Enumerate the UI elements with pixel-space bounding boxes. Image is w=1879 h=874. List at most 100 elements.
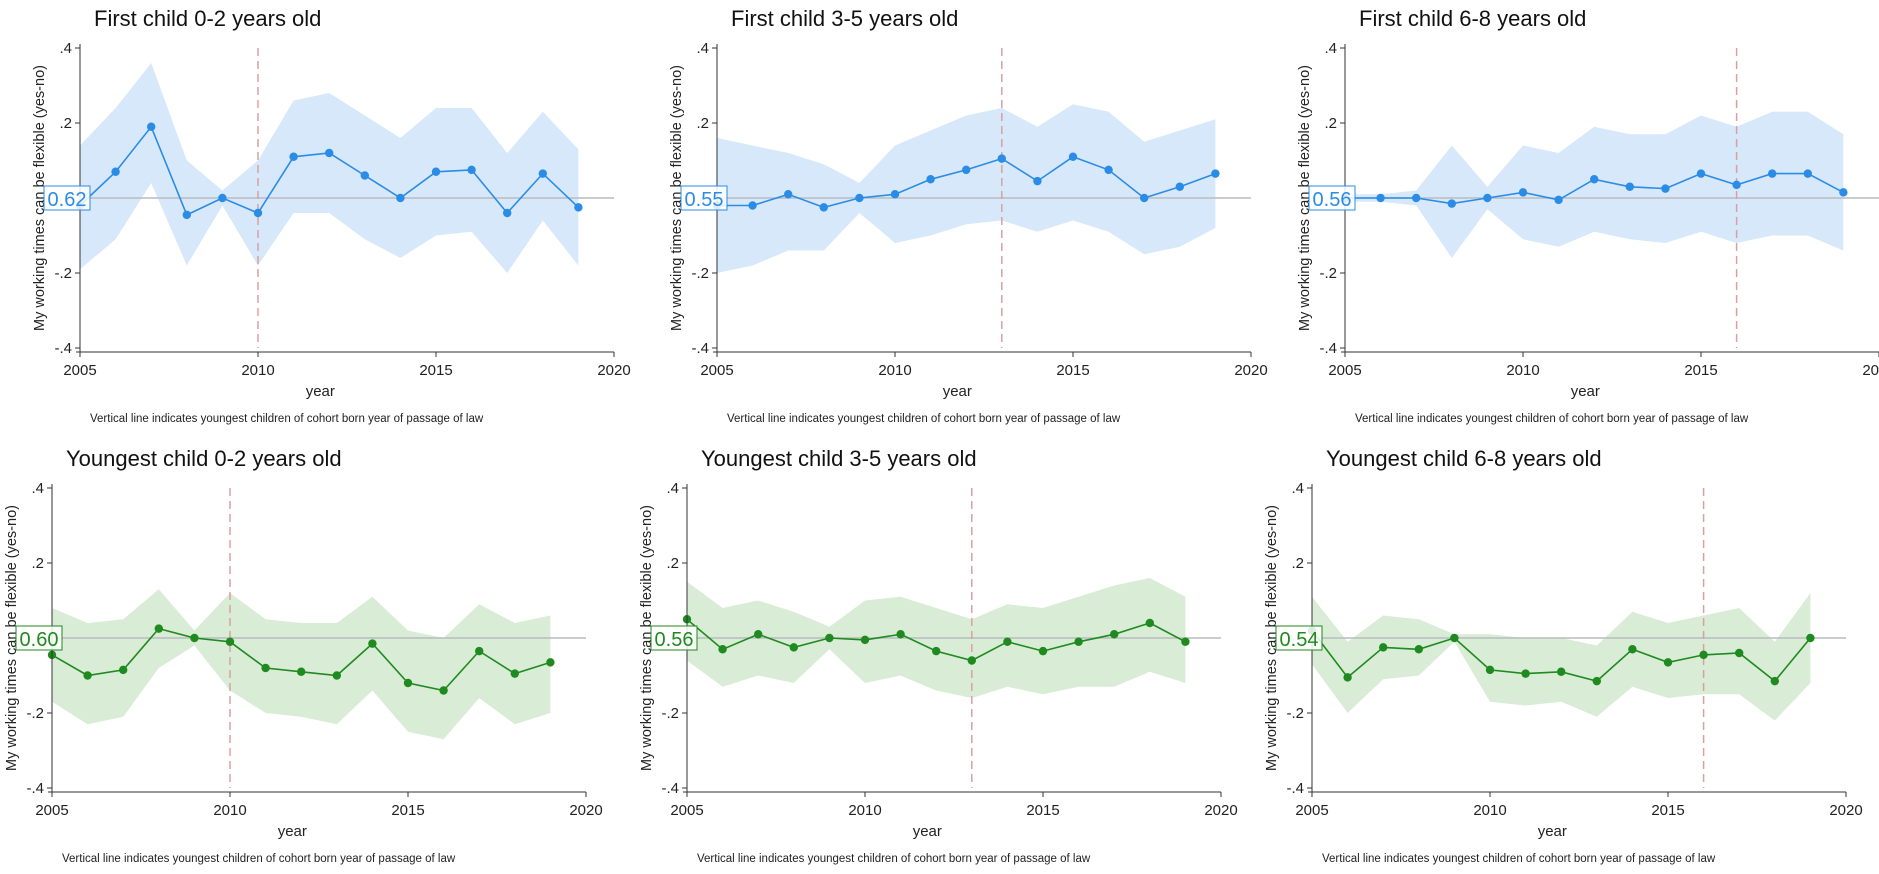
data-point xyxy=(1038,646,1048,656)
data-point xyxy=(119,665,128,675)
data-point xyxy=(789,643,798,652)
data-point xyxy=(860,635,870,645)
y-tick-label: -.4 xyxy=(1286,780,1304,797)
data-point xyxy=(1554,195,1563,205)
data-point xyxy=(396,193,405,203)
confidence-band xyxy=(1312,593,1811,721)
y-tick-label: -.2 xyxy=(1319,265,1337,282)
data-point xyxy=(819,203,828,212)
data-point xyxy=(325,148,334,158)
chart-panel-5: Youngest child 3-5 years old -.4 -.2 .2 .4 20… xyxy=(639,446,1238,865)
data-point xyxy=(467,165,476,175)
x-axis-title: year xyxy=(1571,383,1600,400)
data-point xyxy=(503,208,512,218)
data-point xyxy=(1414,645,1424,654)
baseline-label-box xyxy=(15,625,63,651)
data-point xyxy=(1110,630,1119,639)
x-tick-label: 2010 xyxy=(878,362,911,379)
x-axis-title: year xyxy=(943,383,972,400)
confidence-band xyxy=(52,589,551,740)
y-tick-label: -.4 xyxy=(54,340,72,357)
data-point xyxy=(1806,633,1815,643)
y-tick-label: -.2 xyxy=(691,265,709,282)
baseline-label-box xyxy=(1275,625,1323,651)
chart-panel-6: Youngest child 6-8 years old -.4 -.2 .2 .4 20… xyxy=(1264,446,1863,865)
x-tick-label: 2015 xyxy=(419,362,452,379)
x-tick-label: 2010 xyxy=(1473,802,1506,819)
chart-title: Youngest child 3-5 years old xyxy=(701,446,977,471)
baseline-label: 0.54 xyxy=(1280,629,1319,651)
x-tick-label: 2005 xyxy=(35,802,68,819)
x-tick-label: 2020 xyxy=(1204,802,1237,819)
data-point xyxy=(890,190,900,199)
y-tick-label: -.4 xyxy=(691,340,709,357)
y-tick-label: .2 xyxy=(1324,115,1337,132)
y-tick-label: .4 xyxy=(1324,40,1337,57)
x-tick-label: 2005 xyxy=(63,362,96,379)
x-tick-label: 2010 xyxy=(213,802,246,819)
data-point xyxy=(1521,669,1530,678)
y-tick-label: .2 xyxy=(1291,555,1304,572)
chart-panel-3: First child 6-8 years old -.4 -.2 .2 .4 2005 2… xyxy=(1297,6,1879,425)
data-point xyxy=(926,175,935,184)
data-point xyxy=(748,201,757,210)
x-tick-label: 2015 xyxy=(1026,802,1059,819)
data-point xyxy=(154,624,163,633)
baseline-label-box xyxy=(43,185,91,211)
x-tick-label: 2015 xyxy=(1684,362,1717,379)
baseline-label: 0.62 xyxy=(48,189,87,211)
y-tick-label: .2 xyxy=(696,115,709,132)
chart-panel-1: First child 0-2 years old -.4 -.2 .2 .4 2005 2… xyxy=(32,6,631,425)
data-point xyxy=(431,167,441,176)
data-point xyxy=(1211,169,1220,178)
data-point xyxy=(1343,673,1352,682)
data-point xyxy=(1074,637,1083,646)
chart-note: Vertical line indicates youngest childre… xyxy=(1322,853,1716,865)
chart-title: Youngest child 6-8 years old xyxy=(1326,446,1602,471)
data-point xyxy=(1592,676,1602,686)
data-point xyxy=(967,656,976,665)
x-tick-label: 2010 xyxy=(241,362,274,379)
data-point xyxy=(1145,618,1155,628)
baseline-label-box xyxy=(680,185,728,211)
data-point xyxy=(855,193,864,203)
y-tick-label: -.4 xyxy=(26,780,44,797)
data-point xyxy=(574,203,583,212)
data-point xyxy=(1518,188,1528,197)
x-axis-title: year xyxy=(306,383,335,400)
x-tick-label: 2005 xyxy=(700,362,733,379)
chart-title: First child 0-2 years old xyxy=(94,6,321,31)
data-point xyxy=(896,630,905,639)
y-tick-label: .4 xyxy=(666,480,679,497)
data-point xyxy=(1803,169,1813,178)
data-point xyxy=(1033,176,1042,186)
data-point xyxy=(297,667,306,676)
data-point xyxy=(1181,637,1190,646)
data-point xyxy=(1450,633,1459,643)
x-axis-title: year xyxy=(913,823,942,840)
x-tick-label: 2015 xyxy=(391,802,424,819)
x-tick-label: 2010 xyxy=(1506,362,1539,379)
chart-note: Vertical line indicates youngest childre… xyxy=(697,853,1091,865)
data-point xyxy=(1447,199,1457,208)
data-point xyxy=(1104,165,1113,175)
y-axis-title: My working times can be flexible (yes-no… xyxy=(4,505,20,771)
data-point xyxy=(1661,184,1670,193)
data-point xyxy=(1628,645,1637,654)
data-point xyxy=(111,167,120,176)
chart-title: First child 3-5 years old xyxy=(731,6,958,31)
y-tick-label: -.4 xyxy=(1319,340,1337,357)
data-point xyxy=(289,152,298,161)
baseline-label: 0.56 xyxy=(655,629,694,651)
data-point xyxy=(1485,665,1495,675)
data-point xyxy=(253,208,263,218)
y-tick-label: -.2 xyxy=(26,705,44,722)
data-point xyxy=(360,171,369,180)
x-tick-label: 2020 xyxy=(569,802,602,819)
chart-note: Vertical line indicates youngest childre… xyxy=(62,853,456,865)
baseline-label: 0.60 xyxy=(20,629,59,651)
data-point xyxy=(1735,648,1744,658)
y-tick-label: .4 xyxy=(31,480,44,497)
y-tick-label: -.2 xyxy=(54,265,72,282)
y-axis-title: My working times can be flexible (yes-no… xyxy=(32,65,48,331)
